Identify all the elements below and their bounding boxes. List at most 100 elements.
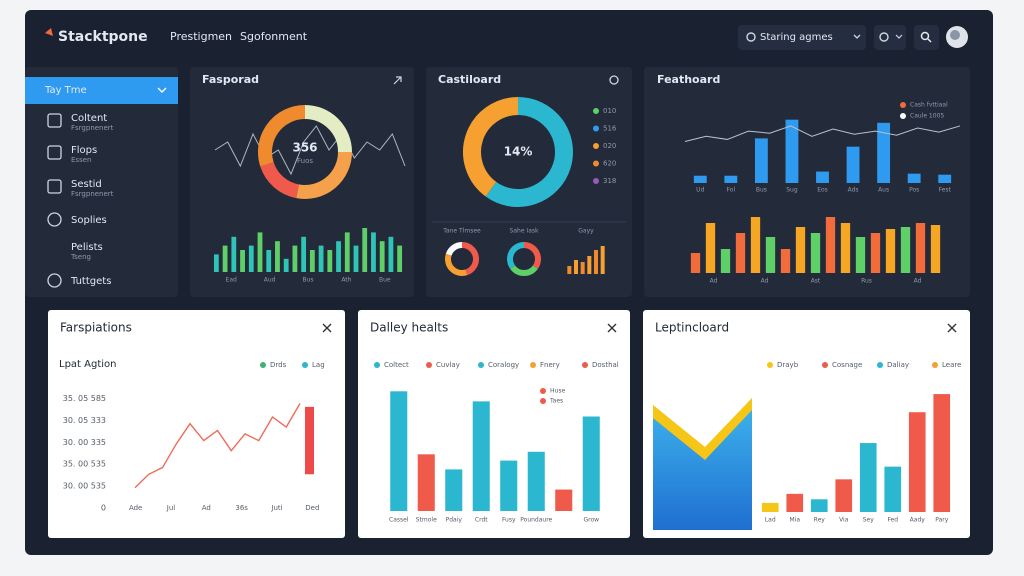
bar bbox=[594, 250, 598, 274]
legend-swatch bbox=[593, 178, 599, 184]
donut-center: 356 bbox=[292, 141, 317, 155]
bar bbox=[344, 232, 350, 272]
mini-title: Sahe Iask bbox=[510, 228, 539, 235]
donut-segment bbox=[510, 265, 538, 276]
bar bbox=[327, 250, 333, 272]
bar bbox=[933, 394, 951, 512]
x-tick-label: Ath bbox=[341, 277, 351, 284]
bar bbox=[765, 237, 776, 273]
bar bbox=[292, 245, 298, 272]
chevron bbox=[895, 34, 903, 39]
search-icon bbox=[920, 31, 930, 41]
legend-swatch bbox=[900, 102, 906, 108]
legend-label: Drds bbox=[270, 361, 287, 369]
bar bbox=[786, 493, 804, 512]
legend-swatch bbox=[530, 362, 536, 368]
legend-label: Cuvlay bbox=[436, 361, 460, 369]
bar bbox=[248, 245, 254, 272]
bar bbox=[600, 246, 605, 274]
x-tick-label: Aus bbox=[878, 187, 889, 194]
close-icon[interactable] bbox=[322, 323, 332, 333]
bar bbox=[859, 443, 877, 512]
x-tick-label: Cassel bbox=[389, 517, 409, 524]
expand-icon[interactable] bbox=[393, 76, 402, 85]
line bbox=[134, 403, 301, 489]
legend-swatch bbox=[593, 160, 599, 167]
bar bbox=[855, 237, 866, 273]
panel-title: Fasporad bbox=[202, 73, 259, 86]
donut-segment bbox=[258, 105, 306, 167]
bar bbox=[371, 232, 376, 272]
brand-logo bbox=[45, 28, 53, 36]
legend-swatch bbox=[540, 398, 546, 404]
bar bbox=[582, 416, 600, 511]
legend-label: 010 bbox=[603, 107, 616, 115]
dropdown[interactable] bbox=[25, 77, 178, 104]
bar bbox=[724, 175, 738, 183]
bar bbox=[353, 245, 359, 272]
chart-subtitle: Lpat Agtion bbox=[59, 359, 117, 370]
refresh-button[interactable] bbox=[874, 25, 906, 50]
x-tick-label: Pary bbox=[935, 517, 948, 524]
bar bbox=[915, 223, 926, 273]
bar bbox=[257, 232, 263, 272]
x-tick-label: Rus bbox=[861, 278, 872, 285]
x-tick-label: Fed bbox=[887, 517, 898, 524]
bar bbox=[930, 225, 941, 273]
bar bbox=[417, 454, 435, 511]
legend-swatch bbox=[593, 108, 599, 114]
highlight-bar bbox=[305, 406, 314, 475]
legend-label: 020 bbox=[603, 142, 616, 150]
bar bbox=[472, 401, 490, 511]
bar bbox=[735, 233, 746, 273]
nav-icon bbox=[47, 145, 62, 160]
panel-title: Dalley healts bbox=[370, 321, 448, 335]
refresh-icon bbox=[879, 32, 889, 42]
legend-label: Huse bbox=[550, 388, 565, 395]
panel-title: Leptincloard bbox=[655, 321, 729, 335]
legend-label: Cosnage bbox=[832, 361, 862, 369]
search-box[interactable] bbox=[738, 25, 866, 50]
x-tick-label: Rey bbox=[814, 517, 826, 524]
avatar-face bbox=[950, 30, 960, 40]
x-tick-label: Grow bbox=[583, 517, 599, 524]
x-tick-label: Crdt bbox=[475, 517, 488, 524]
bar bbox=[301, 236, 307, 272]
search-button[interactable] bbox=[914, 25, 939, 50]
donut-segment bbox=[296, 151, 352, 199]
bar bbox=[816, 171, 829, 183]
nav-item-sub: Fsrgpnenert bbox=[71, 190, 114, 198]
bar bbox=[574, 260, 578, 274]
x-tick-label: Ad bbox=[761, 278, 769, 285]
close-icon[interactable] bbox=[607, 323, 617, 333]
legend-swatch bbox=[426, 362, 432, 368]
x-tick-label: Poundaure bbox=[520, 517, 552, 524]
bar bbox=[283, 258, 289, 272]
close-icon[interactable] bbox=[947, 323, 957, 333]
mini-title: Gayy bbox=[578, 228, 594, 235]
y-tick-label: 35. 00 535 bbox=[63, 460, 106, 469]
nav-item: Sestid bbox=[71, 179, 102, 190]
bar bbox=[938, 174, 952, 183]
panel-title: Feathoard bbox=[657, 73, 720, 86]
bar bbox=[275, 241, 280, 272]
bar bbox=[336, 241, 341, 272]
nav-icon bbox=[47, 113, 62, 128]
legend-label: Fnery bbox=[540, 361, 560, 369]
panel-title: Castiloard bbox=[438, 73, 501, 86]
bar bbox=[884, 466, 902, 512]
x-tick-label: Ade bbox=[129, 504, 142, 512]
x-tick-label: Fest bbox=[939, 187, 952, 194]
brand: Stacktpone bbox=[58, 29, 148, 45]
bar bbox=[231, 236, 237, 272]
area-shape-top bbox=[653, 398, 752, 460]
bar bbox=[720, 249, 731, 273]
bar bbox=[690, 253, 701, 273]
settings-icon[interactable] bbox=[609, 75, 619, 85]
bar bbox=[445, 469, 463, 511]
x-tick-label: 36s bbox=[235, 504, 248, 512]
legend-label: Taes bbox=[549, 398, 563, 405]
donut-segment bbox=[463, 97, 519, 197]
legend-swatch bbox=[593, 143, 599, 149]
